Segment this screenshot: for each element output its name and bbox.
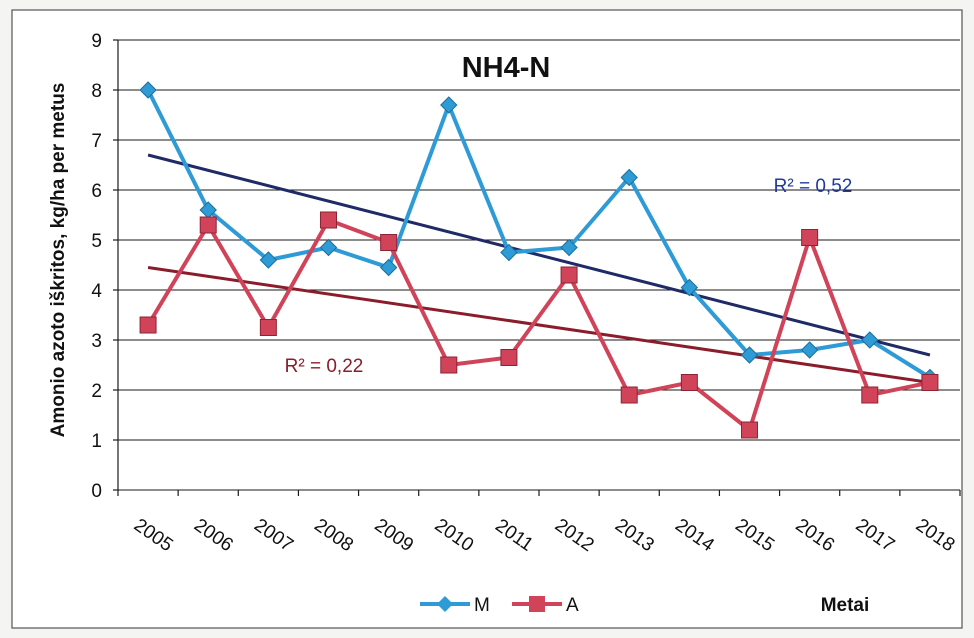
y-tick-label: 3 [91, 331, 102, 352]
y-tick-label: 4 [91, 281, 102, 302]
point-a-2009 [380, 234, 398, 251]
y-tick-label: 6 [91, 181, 102, 202]
y-tick-labels: 0 1 2 3 4 5 6 7 8 9 [91, 31, 102, 502]
point-m-2014 [680, 278, 699, 297]
point-a-2016 [801, 229, 819, 246]
r2-annotation-m: R² = 0,52 [774, 176, 853, 197]
trendline-m [147, 153, 931, 357]
point-m-2009 [379, 258, 398, 277]
chart-frame [11, 9, 963, 629]
x-axis-label: Metai [821, 595, 870, 616]
y-tick-label: 9 [91, 31, 102, 52]
legend-m-label: M [474, 595, 490, 616]
point-m-2016 [800, 341, 819, 359]
point-m-2007 [259, 251, 278, 269]
legend-a-marker [529, 596, 545, 612]
point-m-2015 [740, 346, 759, 364]
point-m-2011 [500, 243, 518, 262]
point-a-2015 [741, 421, 758, 439]
y-tick-label: 2 [91, 381, 102, 402]
y-tick-label: 0 [91, 481, 102, 502]
legend: M A [420, 595, 579, 616]
y-tick-label: 7 [91, 131, 102, 152]
point-a-2012 [560, 266, 578, 284]
trendlines [147, 153, 931, 384]
point-m-2010 [440, 96, 458, 114]
point-a-2006 [199, 216, 217, 234]
y-tick-label: 8 [91, 81, 102, 102]
point-a-2018 [921, 374, 939, 391]
point-a-2013 [620, 386, 638, 404]
series-lines [139, 81, 939, 439]
point-a-2007 [259, 319, 277, 336]
legend-m-marker [437, 596, 453, 612]
point-a-2010 [440, 356, 458, 374]
point-a-2011 [500, 349, 518, 366]
y-tick-label: 5 [91, 231, 102, 252]
y-tick-label: 1 [91, 431, 102, 452]
point-m-2008 [319, 238, 338, 257]
point-m-2013 [620, 168, 638, 187]
legend-a-label: A [566, 595, 579, 616]
point-a-2017 [861, 386, 879, 404]
trendline-a [147, 266, 931, 384]
y-axis-label: Amonio azoto iškritos, kg/ha per metus [48, 83, 69, 438]
point-m-2012 [560, 238, 578, 257]
series-line-a [146, 218, 931, 432]
point-a-2008 [320, 211, 337, 229]
r2-annotation-a: R² = 0,22 [285, 356, 364, 377]
point-m-2005 [139, 81, 157, 99]
gridlines [113, 39, 961, 496]
series-line-m [146, 89, 931, 380]
point-a-2014 [680, 374, 698, 391]
point-a-2005 [139, 316, 157, 334]
point-m-2017 [861, 331, 879, 349]
chart-title: NH4-N [462, 52, 551, 84]
